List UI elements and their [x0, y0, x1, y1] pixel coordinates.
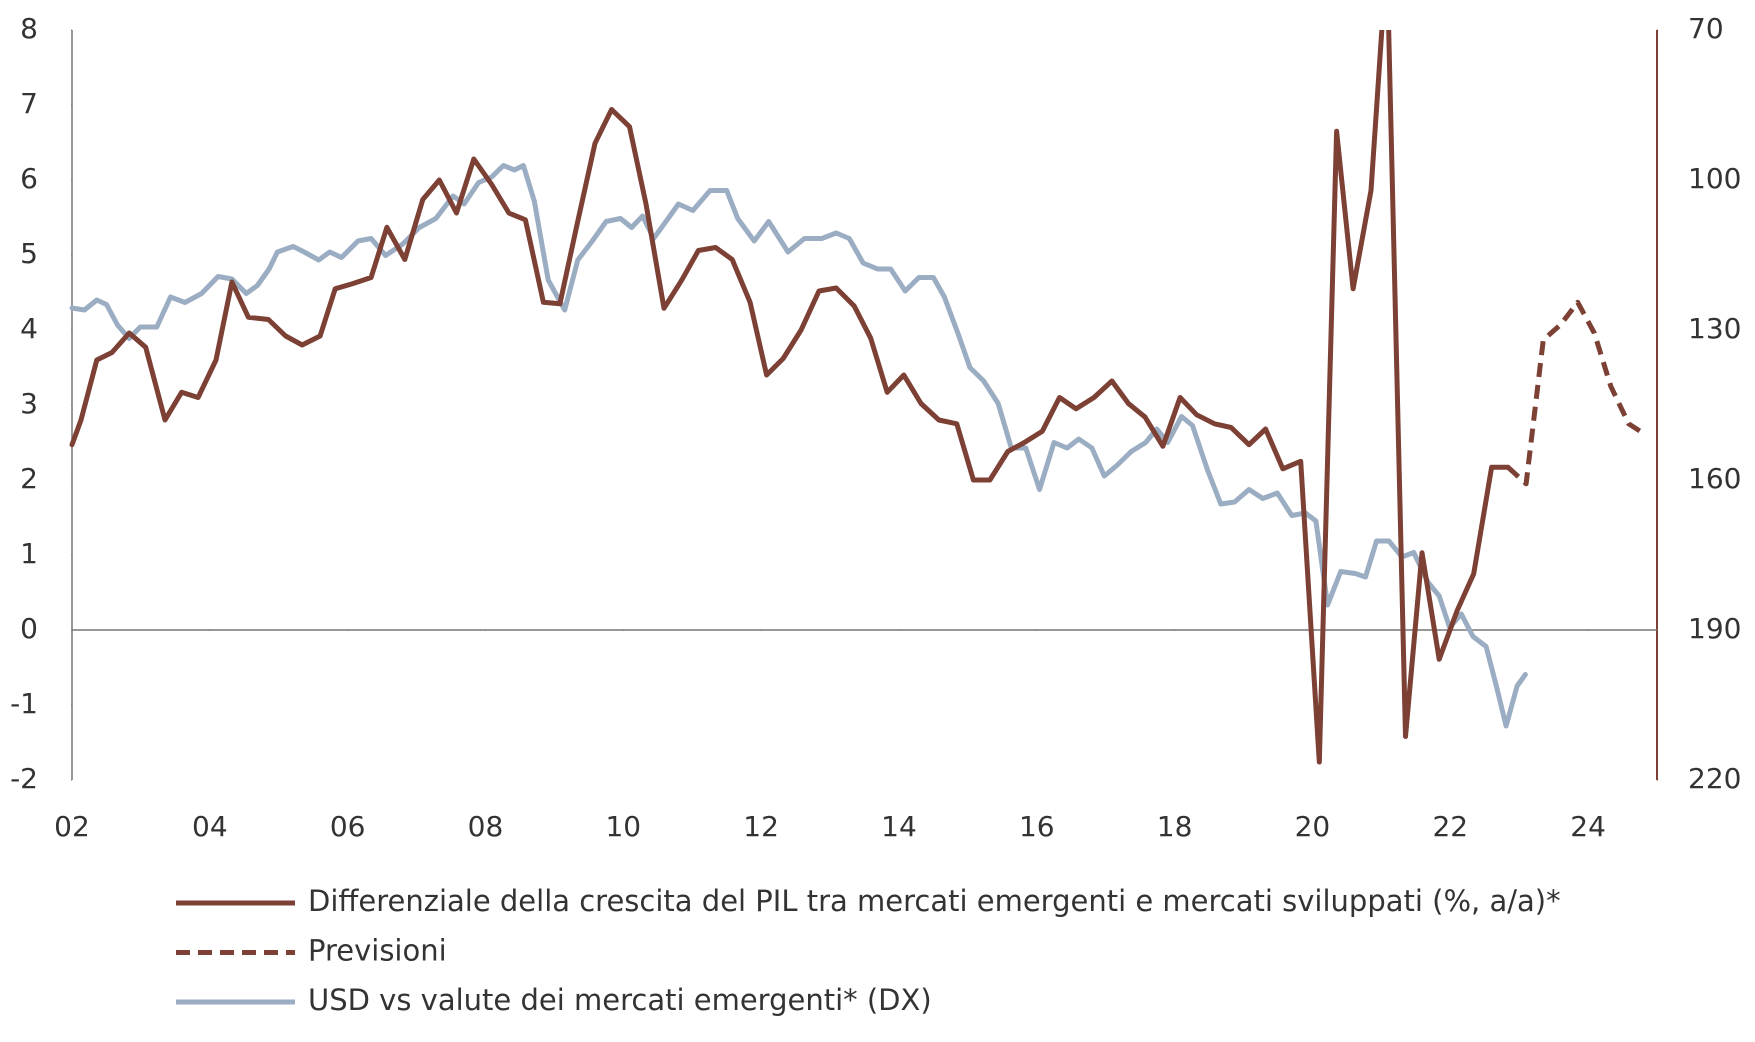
x-tick-label: 12	[743, 810, 779, 843]
x-tick-label: 06	[330, 810, 366, 843]
y-tick-label: 3	[20, 387, 38, 420]
x-tick-label: 22	[1432, 810, 1468, 843]
y-tick-label: 1	[20, 537, 38, 570]
x-tick-label: 16	[1019, 810, 1055, 843]
y2-tick-label: 160	[1688, 462, 1741, 495]
y-tick-label: 2	[20, 462, 38, 495]
y2-tick-label: 100	[1688, 162, 1741, 195]
y-tick-label: 6	[20, 162, 38, 195]
y2-tick-label: 70	[1688, 12, 1724, 45]
x-tick-label: 18	[1157, 810, 1193, 843]
x-tick-label: 10	[605, 810, 641, 843]
y2-tick-label: 130	[1688, 312, 1741, 345]
series-line	[69, 163, 1528, 729]
legend-label: USD vs valute dei mercati emergenti* (DX…	[308, 983, 932, 1017]
legend-label: Differenziale della crescita del PIL tra…	[308, 884, 1561, 918]
y-tick-label: -2	[10, 762, 38, 795]
y2-tick-label: 220	[1688, 762, 1741, 795]
x-tick-label: 02	[54, 810, 90, 843]
y-tick-label: -1	[10, 687, 38, 720]
legend-label: Previsioni	[308, 934, 447, 968]
x-tick-label: 14	[881, 810, 917, 843]
series-line	[1506, 299, 1648, 487]
y-tick-label: 8	[20, 12, 38, 45]
y-tick-label: 7	[20, 87, 38, 120]
y2-tick-label: 190	[1688, 612, 1741, 645]
x-tick-label: 04	[192, 810, 228, 843]
series-line	[69, 30, 1511, 765]
plot-area	[69, 30, 1648, 765]
y-tick-label: 0	[20, 612, 38, 645]
x-tick-label: 24	[1570, 810, 1606, 843]
y-tick-label: 4	[20, 312, 38, 345]
x-tick-label: 08	[468, 810, 504, 843]
y-tick-label: 5	[20, 237, 38, 270]
x-tick-label: 20	[1295, 810, 1331, 843]
